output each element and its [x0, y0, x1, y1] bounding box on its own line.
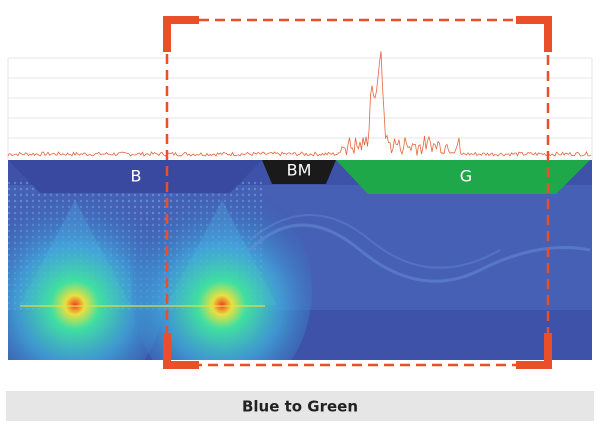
region-label: B [131, 167, 142, 186]
selection-frame [163, 16, 552, 369]
spectrum-grid [7, 57, 593, 160]
caption-bar [6, 391, 594, 421]
region-bm [262, 160, 336, 184]
region-b [8, 160, 262, 193]
caption: Blue to Green [242, 398, 358, 416]
region-g [336, 160, 590, 194]
region-label: G [460, 167, 472, 186]
spectrum-line [7, 51, 592, 157]
region-label: BM [287, 161, 312, 180]
simulation-field [8, 160, 592, 360]
